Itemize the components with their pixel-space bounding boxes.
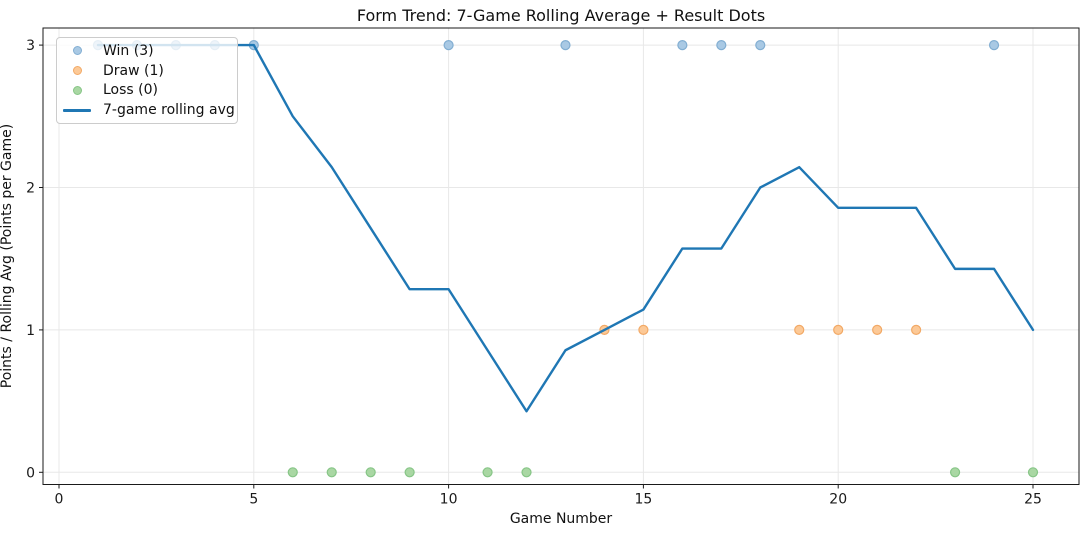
result-dot-win bbox=[677, 39, 688, 51]
result-dot-win bbox=[716, 39, 727, 51]
result-dot-loss bbox=[1027, 467, 1039, 478]
legend-marker-cell bbox=[57, 108, 97, 112]
legend-item-loss: Loss (0) bbox=[57, 81, 237, 101]
y-axis-label: Points / Rolling Avg (Points per Game) bbox=[0, 123, 15, 389]
legend-marker-cell bbox=[57, 85, 97, 95]
x-tick-label: 20 bbox=[829, 492, 847, 508]
legend-item-win: Win (3) bbox=[57, 41, 237, 61]
x-axis-label: Game Number bbox=[509, 511, 613, 527]
legend-marker-cell bbox=[57, 66, 97, 76]
loss-dot-icon bbox=[72, 85, 82, 95]
line-marker-icon bbox=[63, 108, 91, 112]
x-tick-label: 0 bbox=[55, 492, 64, 508]
win-dot-icon bbox=[72, 46, 82, 56]
y-tick-label: 3 bbox=[26, 38, 35, 54]
draw-dot-icon bbox=[72, 66, 82, 76]
legend-label: Loss (0) bbox=[103, 82, 158, 99]
y-tick-label: 0 bbox=[26, 465, 35, 481]
x-tick-label: 15 bbox=[634, 492, 652, 508]
x-tick-label: 5 bbox=[249, 492, 258, 508]
result-dot-loss bbox=[482, 467, 493, 478]
result-dot-draw bbox=[911, 324, 922, 335]
legend-item-draw: Draw (1) bbox=[57, 61, 237, 81]
y-tick-label: 1 bbox=[26, 323, 35, 339]
legend-item-rolling-avg: 7-game rolling avg bbox=[57, 100, 237, 120]
legend-label: Win (3) bbox=[103, 42, 154, 59]
result-dot-win bbox=[755, 39, 766, 51]
result-dot-draw bbox=[794, 324, 805, 335]
result-dot-loss bbox=[365, 467, 376, 478]
x-tick-label: 10 bbox=[440, 492, 458, 508]
result-dot-win bbox=[988, 39, 1000, 51]
chart-title: Form Trend: 7-Game Rolling Average + Res… bbox=[356, 6, 766, 25]
result-dot-loss bbox=[326, 467, 337, 478]
result-dot-loss bbox=[287, 467, 298, 478]
result-dot-draw bbox=[638, 324, 649, 335]
legend-label: 7-game rolling avg bbox=[103, 102, 235, 119]
legend-label: Draw (1) bbox=[103, 62, 164, 79]
x-tick-label: 25 bbox=[1024, 492, 1042, 508]
rolling-avg-line bbox=[96, 43, 1035, 413]
result-dot-loss bbox=[404, 467, 415, 478]
result-dot-win bbox=[560, 39, 571, 51]
result-dot-draw bbox=[872, 324, 883, 335]
result-dot-loss bbox=[949, 467, 961, 478]
result-dot-win bbox=[443, 39, 454, 51]
result-dot-draw bbox=[833, 324, 844, 335]
legend-marker-cell bbox=[57, 46, 97, 56]
y-tick-label: 2 bbox=[26, 181, 35, 197]
legend: Win (3) Draw (1) Loss (0) 7-game rolling… bbox=[56, 37, 238, 124]
axes-frame bbox=[42, 27, 1080, 485]
result-dot-loss bbox=[521, 467, 532, 478]
